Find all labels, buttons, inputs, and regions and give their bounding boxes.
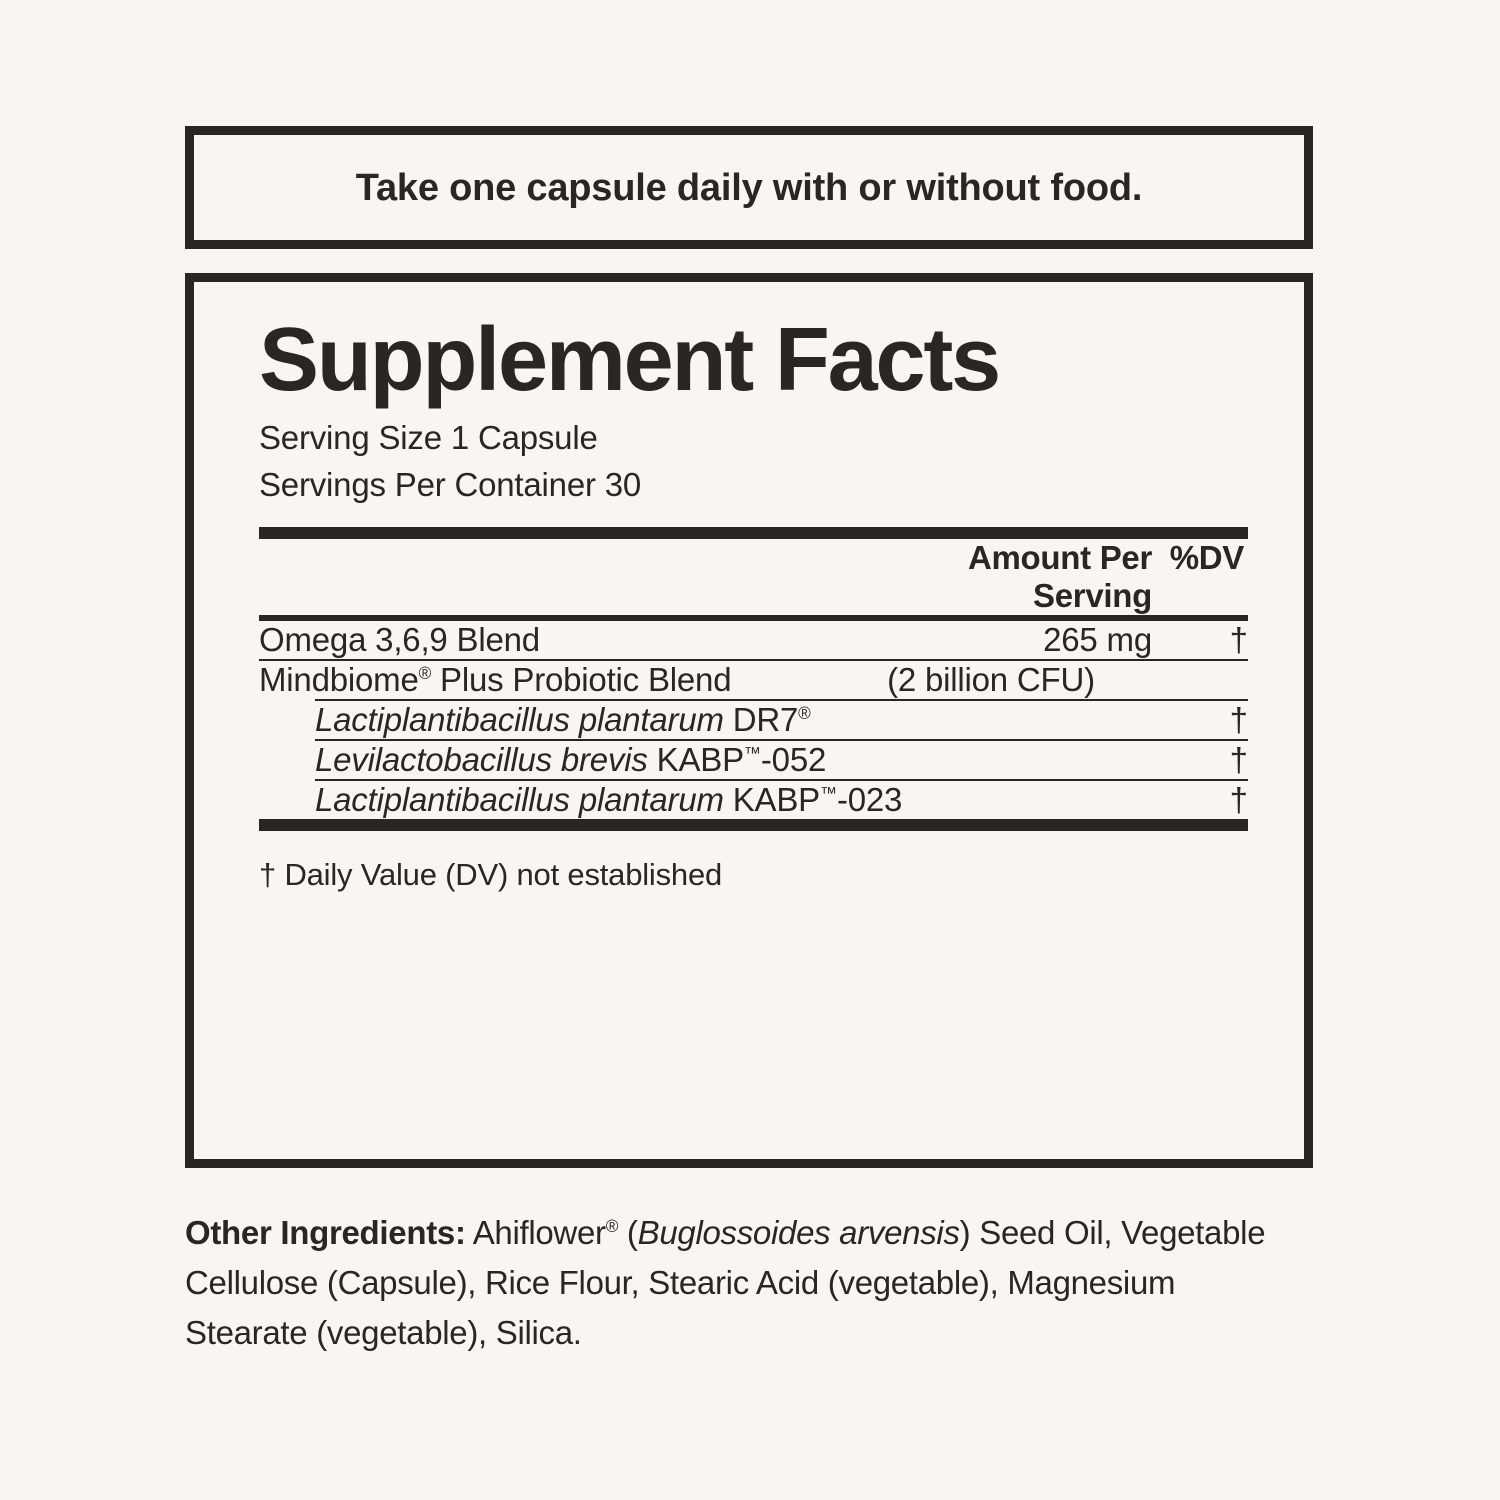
strain-3-code-tail: -023: [836, 781, 903, 819]
row-dv-strain-1: †: [1229, 701, 1248, 739]
serving-size-line: Serving Size 1 Capsule: [259, 418, 598, 456]
row-name-strain-3: Lactiplantibacillus plantarum KABP™-023: [259, 781, 902, 819]
table-row: Omega 3,6,9 Blend 265 mg †: [259, 621, 1248, 659]
row-dv-omega: †: [1229, 621, 1248, 659]
header-spacer: [259, 539, 852, 615]
rule-row: [259, 615, 1248, 622]
table-row: Mindbiome® Plus Probiotic Blend (2 billi…: [259, 661, 1248, 699]
table-header-row: Amount Per Serving %DV: [259, 539, 1248, 615]
registered-mark-icon: ®: [605, 1216, 619, 1236]
strain-3-latin: Lactiplantibacillus plantarum: [315, 781, 724, 819]
directions-text: Take one capsule daily with or without f…: [355, 166, 1143, 209]
daily-value-footnote: † Daily Value (DV) not established: [259, 857, 723, 893]
supplement-label: Take one capsule daily with or without f…: [185, 126, 1313, 1168]
row-amount-strain-1: [852, 701, 1152, 739]
supplement-facts-table: Amount Per Serving %DV Omega 3,6,9 Blend…: [259, 539, 1248, 819]
supplement-facts-title: Supplement Facts: [259, 310, 1001, 410]
header-amount-per-serving: Amount Per Serving: [967, 539, 1152, 615]
mindbiome-name-suffix: Plus Probiotic Blend: [431, 661, 732, 699]
rule-under-strain-1: [315, 739, 1248, 742]
other-ingredients-part1: Ahiflower: [465, 1214, 606, 1251]
strain-1-latin: Lactiplantibacillus plantarum: [315, 701, 724, 739]
row-name-omega: Omega 3,6,9 Blend: [259, 621, 540, 659]
rule-row: [259, 699, 1248, 702]
rule-row: [259, 659, 1248, 662]
strain-2-code: KABP: [647, 741, 744, 779]
row-name-strain-2: Levilactobacillus brevis KABP™-052: [259, 741, 852, 779]
table-row: Levilactobacillus brevis KABP™-052 †: [259, 741, 1248, 779]
row-dv-strain-3: †: [1229, 781, 1248, 819]
rule-under-mindbiome: [315, 699, 1248, 702]
rule-thick-bottom: [259, 819, 1248, 832]
rule-under-header: [259, 615, 1248, 622]
strain-2-latin: Levilactobacillus brevis: [315, 741, 648, 779]
other-ingredients: Other Ingredients: Ahiflower® (Buglossoi…: [185, 1208, 1305, 1358]
strain-3-code: KABP: [723, 781, 820, 819]
row-name-mindbiome: Mindbiome® Plus Probiotic Blend: [259, 661, 852, 699]
other-ingredients-latin: Buglossoides arvensis: [637, 1214, 960, 1251]
rule-under-omega: [259, 659, 1248, 662]
other-ingredients-label: Other Ingredients:: [185, 1214, 466, 1251]
registered-mark-icon: ®: [418, 663, 432, 684]
strain-1-code: DR7: [723, 701, 799, 739]
row-amount-strain-2: [852, 741, 1152, 779]
mindbiome-name-prefix: Mindbiome: [259, 661, 419, 699]
rule-row: [259, 779, 1248, 782]
table-row: Lactiplantibacillus plantarum KABP™-023 …: [259, 781, 1248, 819]
header-percent-dv: %DV: [1169, 539, 1245, 577]
trademark-mark-icon: ™: [819, 783, 837, 804]
row-amount-mindbiome: (2 billion CFU): [887, 661, 1095, 699]
rule-row: [259, 739, 1248, 742]
servings-per-container-line: Servings Per Container 30: [259, 466, 642, 504]
supplement-facts-panel: Supplement Facts Serving Size 1 Capsule …: [185, 273, 1313, 1168]
table-row: Lactiplantibacillus plantarum DR7® †: [259, 701, 1248, 739]
rule-thick-top: [259, 527, 1248, 540]
directions-box: Take one capsule daily with or without f…: [185, 126, 1313, 249]
row-dv-strain-2: †: [1229, 741, 1248, 779]
trademark-mark-icon: ™: [743, 743, 761, 764]
rule-under-strain-2: [315, 779, 1248, 782]
strain-2-code-tail: -052: [760, 741, 827, 779]
other-ingredients-part3: ) Seed Oil, Vegetable Cellulose (Capsule…: [185, 1214, 1266, 1352]
row-name-strain-1: Lactiplantibacillus plantarum DR7®: [259, 701, 852, 739]
row-amount-omega: 265 mg: [1043, 621, 1152, 659]
registered-mark-icon: ®: [798, 703, 811, 724]
row-dv-mindbiome: [1152, 661, 1248, 699]
other-ingredients-part2: (: [618, 1214, 638, 1251]
